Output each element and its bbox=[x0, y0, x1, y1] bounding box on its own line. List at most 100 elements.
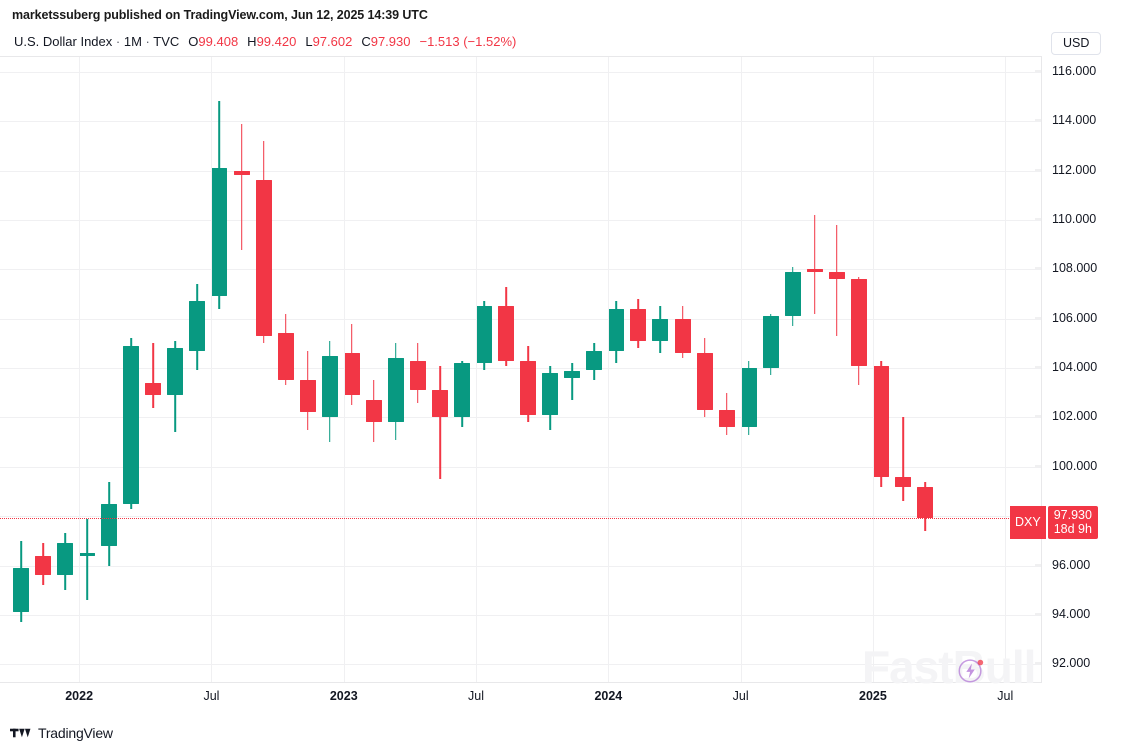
candle-body bbox=[145, 382, 162, 396]
candlestick[interactable] bbox=[564, 57, 581, 682]
price-tick-dash bbox=[1035, 70, 1041, 72]
candlestick[interactable] bbox=[454, 57, 470, 682]
change-value: −1.513 (−1.52%) bbox=[419, 34, 517, 49]
chart-plot-area[interactable] bbox=[0, 56, 1041, 683]
candlestick[interactable] bbox=[343, 57, 360, 682]
candle-body bbox=[498, 306, 515, 361]
candlestick[interactable] bbox=[255, 57, 272, 682]
gridline-horizontal bbox=[0, 71, 1041, 73]
candlestick[interactable] bbox=[35, 57, 52, 682]
candlestick[interactable] bbox=[365, 57, 382, 682]
candle-body bbox=[57, 543, 74, 576]
price-axis-tick: 92.000 bbox=[1052, 656, 1091, 671]
candle-wick bbox=[86, 518, 88, 601]
price-tick-dash bbox=[1035, 613, 1041, 615]
candlestick[interactable] bbox=[387, 57, 404, 682]
candlestick[interactable] bbox=[57, 57, 74, 682]
candlestick[interactable] bbox=[806, 57, 823, 682]
candlestick[interactable] bbox=[79, 57, 96, 682]
candlestick[interactable] bbox=[608, 57, 625, 682]
symbol-name[interactable]: U.S. Dollar Index bbox=[14, 34, 113, 49]
candle-body bbox=[652, 318, 669, 341]
candlestick[interactable] bbox=[498, 57, 515, 682]
candlestick[interactable] bbox=[321, 57, 338, 682]
candle-body bbox=[895, 476, 911, 487]
candlestick[interactable] bbox=[277, 57, 294, 682]
candlestick[interactable] bbox=[409, 57, 426, 682]
candle-wick bbox=[571, 363, 574, 401]
candle-wick bbox=[439, 365, 441, 480]
candlestick[interactable] bbox=[718, 57, 735, 682]
candle-body bbox=[277, 333, 294, 381]
candlestick[interactable] bbox=[13, 57, 29, 682]
gridline-vertical bbox=[79, 57, 81, 682]
price-tick-dash bbox=[1035, 564, 1041, 565]
candlestick[interactable] bbox=[630, 57, 647, 682]
gridline-vertical bbox=[476, 57, 478, 682]
candle-wick bbox=[240, 123, 243, 250]
price-tick-dash bbox=[1035, 267, 1041, 269]
candlestick[interactable] bbox=[520, 57, 537, 682]
candle-body bbox=[762, 316, 779, 369]
candlestick[interactable] bbox=[917, 57, 934, 682]
candle-body bbox=[167, 348, 184, 396]
gridline-horizontal bbox=[0, 417, 1041, 419]
candlestick[interactable] bbox=[476, 57, 493, 682]
candlestick[interactable] bbox=[850, 57, 867, 682]
time-axis[interactable]: 2022 Jul 2023 Jul 2024 Jul 2025 Jul bbox=[0, 683, 1041, 713]
current-price-line bbox=[0, 517, 1041, 519]
currency-label[interactable]: USD bbox=[1051, 32, 1102, 55]
candle-body bbox=[828, 271, 845, 280]
current-price-badge[interactable]: DXY 97.930 18d 9h bbox=[1010, 505, 1098, 539]
candle-body bbox=[431, 390, 448, 418]
candlestick[interactable] bbox=[586, 57, 603, 682]
candlestick[interactable] bbox=[872, 57, 889, 682]
gridline-horizontal bbox=[0, 516, 1041, 518]
high-value: 99.420 bbox=[256, 34, 297, 49]
time-axis-tick: Jul bbox=[203, 689, 220, 703]
price-tick-dash bbox=[1035, 218, 1041, 220]
badge-symbol: DXY bbox=[1010, 505, 1046, 539]
candle-body bbox=[520, 360, 537, 415]
time-axis-tick: 2025 bbox=[859, 689, 887, 703]
candlestick[interactable] bbox=[652, 57, 669, 682]
close-value: 97.930 bbox=[370, 34, 411, 49]
close-label: C bbox=[361, 34, 371, 49]
price-tick-dash bbox=[1035, 169, 1041, 171]
candle-body bbox=[101, 503, 118, 546]
interval-label[interactable]: 1M bbox=[123, 34, 142, 49]
price-axis[interactable]: 116.000 114.000 112.000 110.000 108.000 106.0… bbox=[1035, 56, 1123, 683]
candlestick[interactable] bbox=[101, 57, 118, 682]
candle-body bbox=[564, 370, 581, 378]
tradingview-footer[interactable]: TradingView bbox=[10, 725, 113, 741]
candle-body bbox=[630, 308, 647, 341]
price-axis-tick: 114.000 bbox=[1052, 113, 1097, 128]
candlestick[interactable] bbox=[542, 57, 559, 682]
candlestick[interactable] bbox=[189, 57, 206, 682]
candle-wick bbox=[902, 417, 904, 502]
candlestick[interactable] bbox=[784, 57, 801, 682]
candlestick[interactable] bbox=[299, 57, 316, 682]
candlestick[interactable] bbox=[431, 57, 448, 682]
candlestick[interactable] bbox=[895, 57, 911, 682]
open-label: O bbox=[188, 34, 199, 49]
candlestick[interactable] bbox=[123, 57, 140, 682]
gridline-horizontal bbox=[0, 170, 1041, 172]
candle-body bbox=[608, 308, 625, 351]
gridline-horizontal bbox=[0, 466, 1041, 468]
candlestick[interactable] bbox=[167, 57, 184, 682]
candlestick[interactable] bbox=[233, 57, 250, 682]
gridline-horizontal bbox=[0, 565, 1041, 567]
candlestick[interactable] bbox=[762, 57, 779, 682]
candlestick[interactable] bbox=[145, 57, 162, 682]
candlestick[interactable] bbox=[674, 57, 691, 682]
candle-body bbox=[696, 353, 713, 410]
candle-body bbox=[365, 400, 382, 423]
candlestick[interactable] bbox=[696, 57, 713, 682]
candle-body bbox=[850, 279, 867, 366]
open-value: 99.408 bbox=[198, 34, 239, 49]
price-tick-dash bbox=[1035, 119, 1041, 121]
candlestick[interactable] bbox=[211, 57, 228, 682]
candlestick[interactable] bbox=[740, 57, 757, 682]
candlestick[interactable] bbox=[828, 57, 845, 682]
